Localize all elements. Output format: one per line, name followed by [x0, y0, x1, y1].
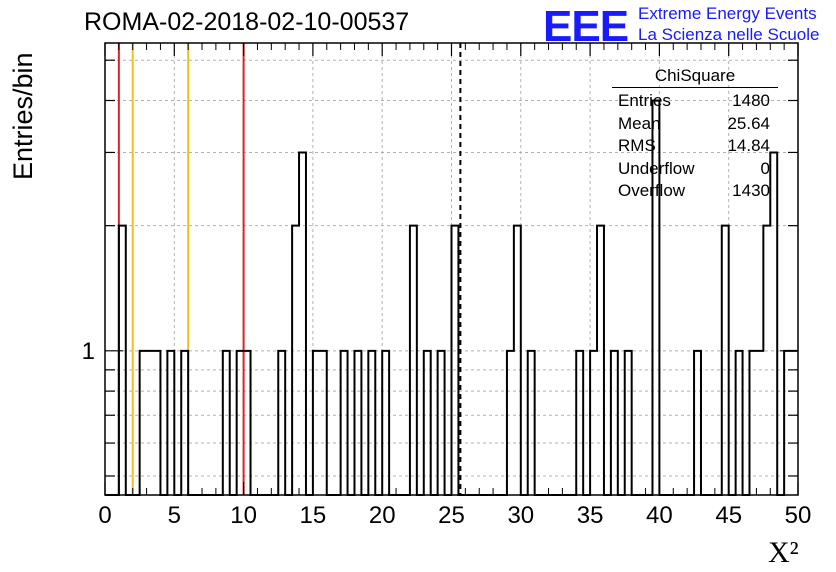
x-axis-label: X² — [768, 536, 799, 569]
histogram-bin — [140, 351, 147, 495]
x-tick-label: 0 — [98, 502, 111, 529]
x-tick-label: 20 — [369, 502, 396, 529]
tick-layer — [104, 43, 799, 495]
x-tick-label: 35 — [577, 502, 604, 529]
histogram-bin — [452, 226, 459, 495]
stat-value: 0 — [760, 158, 770, 178]
x-tick-label: 45 — [715, 502, 742, 529]
histogram-bin — [181, 351, 188, 495]
histogram-bin — [244, 351, 251, 495]
tick-label-layer: 0 5 10 15 20 25 30 35 40 45 50 1 — [82, 338, 812, 529]
x-tick-label: 10 — [230, 502, 257, 529]
histogram-bin — [590, 351, 597, 495]
x-tick-label: 5 — [168, 502, 181, 529]
histogram-bin — [611, 351, 618, 495]
stat-value: 14.84 — [727, 136, 770, 155]
y-tick-label: 1 — [82, 338, 95, 365]
histogram-bin — [722, 226, 729, 495]
x-tick-label: 40 — [646, 502, 673, 529]
stat-value: 25.64 — [727, 113, 770, 133]
stat-row-overflow: Overflow 1430 — [612, 180, 778, 203]
grid-layer — [105, 43, 798, 495]
histogram-bin — [438, 351, 445, 495]
stat-value: 1430 — [732, 181, 770, 200]
histogram-bin — [410, 226, 417, 495]
org-name-line1: Extreme Energy Events — [638, 4, 817, 23]
histogram-bin — [694, 351, 701, 495]
histogram-bin — [736, 351, 743, 495]
stat-row-mean: Mean 25.64 — [612, 113, 778, 136]
stat-label: Entries — [618, 91, 671, 110]
histogram-bin — [299, 152, 306, 495]
histogram-bin — [597, 226, 604, 495]
histogram-bin — [368, 351, 375, 495]
stat-row-rms: RMS 14.84 — [612, 135, 778, 158]
histogram-bin — [313, 351, 320, 495]
histogram-bin — [424, 351, 431, 495]
histogram-bin — [354, 351, 361, 495]
histogram-bin — [292, 226, 299, 495]
histogram-bin — [147, 351, 154, 495]
histogram-bin — [154, 351, 161, 495]
histogram-bin — [625, 351, 632, 495]
histogram-bin — [514, 226, 521, 495]
x-tick-label: 15 — [300, 502, 327, 529]
histogram-bin — [528, 351, 535, 495]
histogram-bin — [167, 351, 174, 495]
stat-label: Mean — [618, 113, 661, 133]
stat-row-entries: Entries 1480 — [612, 90, 778, 113]
histogram-bin — [382, 351, 389, 495]
x-tick-label: 50 — [785, 502, 812, 529]
org-name-line2: La Scienza nelle Scuole — [638, 25, 820, 44]
histogram-bin — [119, 226, 126, 495]
histogram-bin — [791, 351, 798, 495]
run-title: ROMA-02-2018-02-10-00537 — [84, 8, 410, 36]
stats-title: ChiSquare — [612, 66, 778, 88]
stats-box: ChiSquare Entries 1480 Mean 25.64 RMS 14… — [612, 66, 778, 203]
stat-row-underflow: Underflow 0 — [612, 158, 778, 181]
stat-label: RMS — [618, 136, 656, 155]
x-tick-label: 25 — [438, 502, 465, 529]
histogram-bin — [507, 351, 514, 495]
histogram-bin — [756, 351, 763, 495]
x-tick-label: 30 — [507, 502, 534, 529]
histogram-bin — [320, 351, 327, 495]
stat-value: 1480 — [732, 91, 770, 110]
histogram-bin — [576, 351, 583, 495]
histogram-bin — [223, 351, 230, 495]
histogram-bin — [749, 351, 756, 495]
histogram-bin — [770, 152, 777, 495]
histogram-bin — [341, 351, 348, 495]
y-axis-label: Entries/bin — [8, 52, 38, 180]
histogram-bin — [237, 351, 244, 495]
stat-label: Overflow — [618, 181, 686, 200]
histogram-bin — [763, 226, 770, 495]
histogram-bin — [278, 351, 285, 495]
stat-label: Underflow — [618, 158, 695, 178]
histogram-bin — [784, 351, 791, 495]
